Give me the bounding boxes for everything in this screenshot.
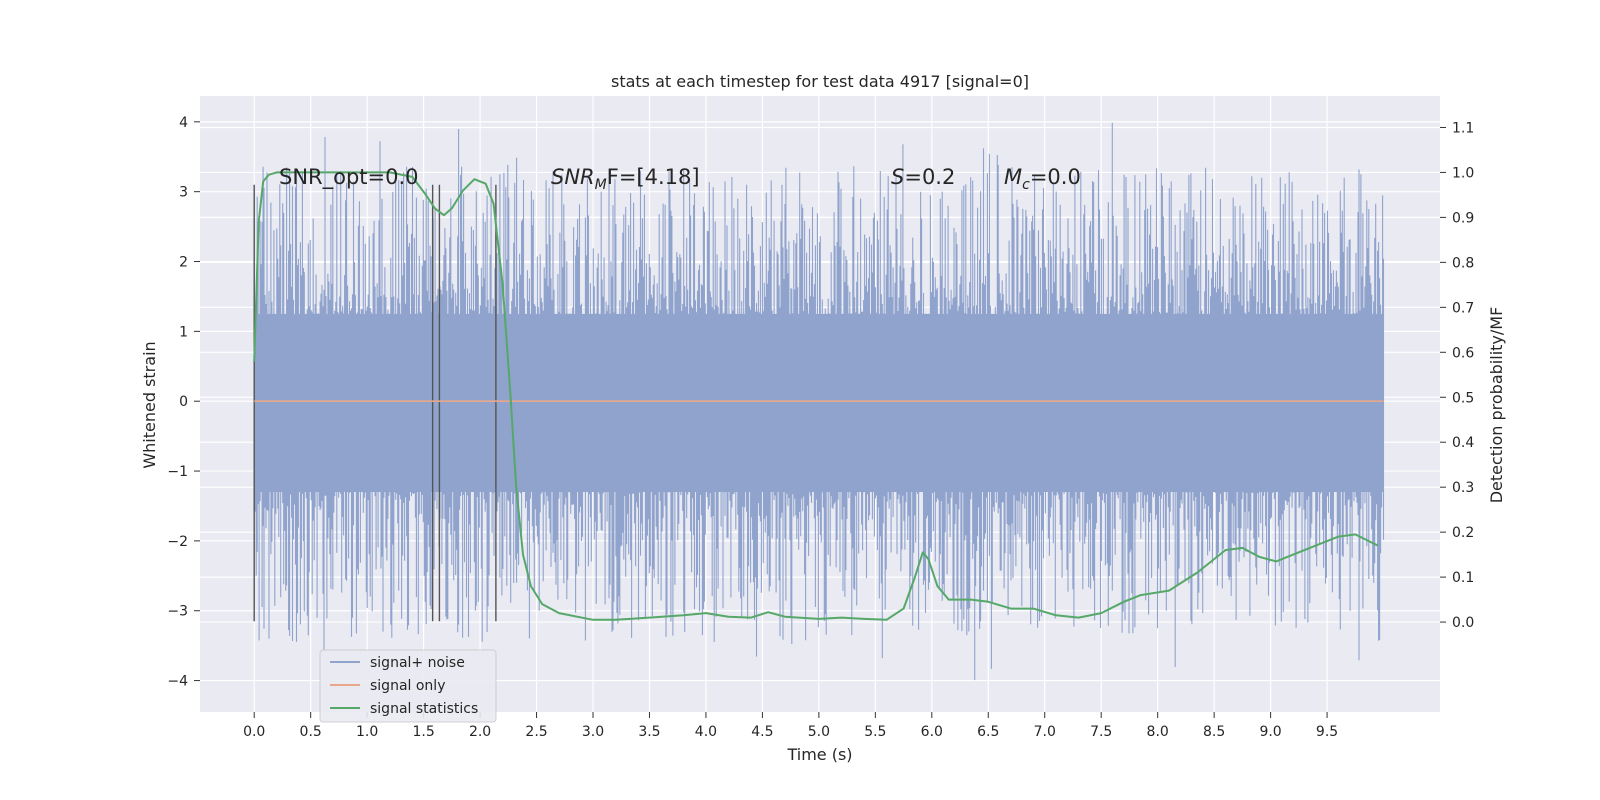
legend-label-statistics: signal statistics: [370, 701, 478, 717]
y-axis-label-right: Detection probability/MF: [1487, 307, 1506, 504]
y-tick-label-left: 2: [179, 255, 188, 271]
y-tick-label-right: 1.1: [1452, 120, 1474, 136]
y-tick-label-right: 0.2: [1452, 525, 1474, 541]
y-tick-label-right: 0.6: [1452, 345, 1474, 361]
x-tick-label: 3.5: [638, 724, 660, 740]
x-tick-label: 5.5: [864, 724, 886, 740]
legend-label-noise: signal+ noise: [370, 655, 465, 671]
x-tick-label: 3.0: [582, 724, 604, 740]
x-tick-label: 7.5: [1090, 724, 1112, 740]
annotation-mc: Mc=0.0: [1004, 165, 1081, 193]
x-tick-label: 8.0: [1147, 724, 1169, 740]
annotation-s-var: S: [891, 165, 904, 189]
y-tick-label-right: 0.4: [1452, 435, 1474, 451]
y-tick-label-left: 1: [179, 324, 188, 340]
x-tick-label: 0.5: [300, 724, 322, 740]
x-tick-label: 1.0: [356, 724, 378, 740]
y-tick-label-left: −2: [167, 534, 188, 550]
vertical-markers: [253, 184, 497, 622]
annotation-snr-mf-sub: M: [595, 177, 607, 193]
annotation-mc-rest: =0.0: [1030, 165, 1081, 189]
x-tick-label: 9.5: [1316, 724, 1338, 740]
noise-series: [253, 122, 1385, 681]
y-tick-label-right: 0.8: [1452, 255, 1474, 271]
legend-label-signal: signal only: [370, 678, 445, 694]
annotation-mc-sub: c: [1022, 177, 1030, 193]
y-tick-label-left: 0: [179, 394, 188, 410]
y-tick-label-right: 0.9: [1452, 210, 1474, 226]
legend: signal+ noise signal only signal statist…: [319, 649, 497, 723]
x-tick-label: 1.5: [412, 724, 434, 740]
y-tick-label-right: 0.0: [1452, 615, 1474, 631]
y-tick-label-right: 0.1: [1452, 570, 1474, 586]
x-tick-label: 7.0: [1034, 724, 1056, 740]
annotation-snr-opt: SNR_opt=0.0: [279, 165, 419, 190]
x-tick-label: 4.5: [751, 724, 773, 740]
annotation-snr-mf: SNRMF=[4.18]: [551, 165, 700, 193]
x-tick-label: 6.0: [921, 724, 943, 740]
legend-box: [319, 649, 497, 723]
y-tick-label-left: 4: [179, 115, 188, 131]
y-tick-label-right: 1.0: [1452, 165, 1474, 181]
y-tick-label-right: 0.5: [1452, 390, 1474, 406]
annotation-mc-var: M: [1004, 165, 1022, 189]
annotation-snr-mf-base: SNR: [551, 165, 595, 189]
x-tick-label: 2.0: [469, 724, 491, 740]
chart-title: stats at each timestep for test data 491…: [611, 72, 1029, 91]
x-tick-label: 9.0: [1259, 724, 1281, 740]
x-tick-label: 5.0: [808, 724, 830, 740]
y-tick-label-left: −4: [167, 674, 188, 690]
x-tick-label: 0.0: [243, 724, 265, 740]
x-tick-label: 8.5: [1203, 724, 1225, 740]
x-axis-label: Time (s): [786, 745, 852, 764]
annotation-snr-mf-rest: F=[4.18]: [607, 165, 700, 189]
y-tick-label-left: 3: [179, 185, 188, 201]
tick-labels: 0.0 0.5 1.0 1.5 2.0 2.5 3.0 3.5 4.0 4.5 5.0 5.5 6.0 6…: [167, 115, 1474, 740]
x-tick-label: 4.0: [695, 724, 717, 740]
x-tick-label: 6.5: [977, 724, 999, 740]
y-axis-label-left: Whitened strain: [140, 341, 159, 468]
y-tick-label-right: 0.3: [1452, 480, 1474, 496]
signal-statistics-line: [253, 171, 1379, 621]
annotation-s: S=0.2: [891, 165, 955, 189]
y-tick-label-right: 0.7: [1452, 300, 1474, 316]
x-tick-label: 2.5: [525, 724, 547, 740]
y-tick-label-left: −3: [167, 604, 188, 620]
signal-statistics-series: [253, 171, 1379, 621]
annotation-s-rest: =0.2: [904, 165, 955, 189]
y-tick-label-left: −1: [167, 464, 188, 480]
